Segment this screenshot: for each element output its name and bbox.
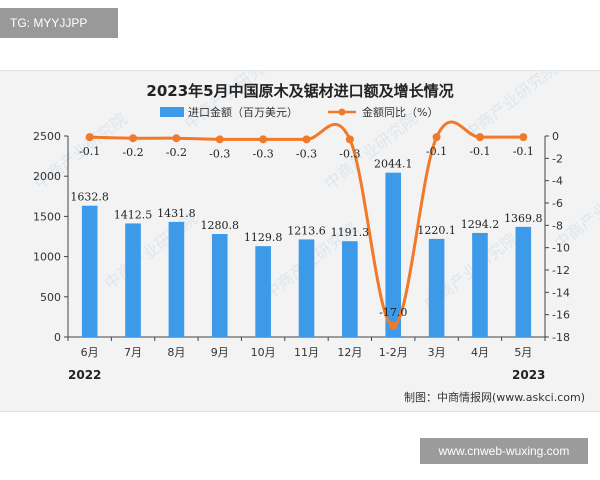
bar-value-label: 1129.8 [244, 231, 283, 244]
x-tick-label: 10月 [251, 346, 276, 359]
line-value-label: -0.1 [79, 145, 100, 158]
bar-value-label: 1632.8 [70, 191, 109, 204]
bar [472, 232, 488, 337]
y-left-tick-label: 1500 [33, 210, 61, 223]
bar-value-label: 1412.5 [114, 208, 153, 221]
line-point [389, 321, 398, 330]
x-tick-label: 6月 [81, 346, 99, 359]
bar-value-label: 1431.8 [157, 207, 196, 220]
bar [211, 234, 228, 337]
line-point [129, 134, 138, 143]
bar-value-label: 1220.1 [417, 224, 456, 237]
y-right-tick-label: -14 [552, 286, 570, 299]
bar-value-label: 2044.1 [374, 158, 413, 171]
line-point [259, 135, 268, 144]
line-point [475, 133, 484, 142]
line-value-label: -0.1 [426, 145, 447, 158]
line-series [85, 120, 528, 330]
x-tick-label: 7月 [124, 346, 142, 359]
line-point [172, 134, 181, 143]
y-right-tick-label: 0 [552, 130, 559, 143]
y-left-tick-label: 2500 [33, 130, 61, 143]
bar-value-label: 1280.8 [201, 219, 240, 232]
y-left-tick-label: 0 [54, 331, 61, 344]
line-point [519, 133, 528, 142]
x-tick-label: 1-2月 [379, 346, 408, 359]
bar-value-label: 1369.8 [504, 212, 543, 225]
line-value-label: -0.3 [296, 147, 317, 160]
bar [515, 226, 532, 337]
watermark-text: 中商产业研究院 [181, 70, 281, 133]
y-right-tick-label: -10 [552, 242, 570, 255]
tg-tag: TG: MYYJJPP [0, 8, 118, 38]
line-point [302, 135, 311, 144]
line-point [85, 133, 94, 142]
y-right-tick-label: -12 [552, 264, 570, 277]
x-tick-label: 4月 [471, 346, 489, 359]
line-value-label: -0.3 [339, 147, 360, 160]
chart-title: 2023年5月中国原木及锯材进口额及增长情况 [146, 82, 453, 100]
y-left-tick-label: 500 [40, 291, 61, 304]
legend: 进口金额（百万美元） 金额同比（%） [160, 105, 438, 119]
line-point [345, 135, 354, 144]
bar [255, 246, 271, 337]
x-tick-label: 9月 [211, 346, 229, 359]
data-labels: 1632.8 1412.5 1431.8 1280.8 1129.8 1213.6 1191… [70, 145, 542, 319]
line-value-label: -17.0 [379, 306, 407, 319]
legend-bar-swatch [160, 107, 184, 117]
y-left-tick-label: 2000 [33, 170, 61, 183]
bar [342, 241, 358, 337]
bar [428, 238, 445, 337]
bar [168, 221, 185, 337]
footer-site-badge: www.cnweb-wuxing.com [420, 438, 588, 464]
line-value-label: -0.1 [513, 145, 534, 158]
line-value-label: -0.1 [469, 145, 490, 158]
line-point [432, 133, 441, 142]
year-label-end: 2023 [512, 368, 545, 382]
line-value-label: -0.2 [122, 146, 143, 159]
y-right-tick-label: -4 [552, 175, 563, 188]
y-right-tick-label: -16 [552, 309, 570, 322]
line-value-label: -0.3 [209, 147, 230, 160]
y-right-tick-label: -8 [552, 219, 563, 232]
y-right-tick-label: -2 [552, 152, 563, 165]
bar-value-label: 1294.2 [461, 218, 500, 231]
watermark-text: 中商产业研究院 [321, 109, 421, 193]
x-tick-label: 3月 [428, 346, 446, 359]
axes: 0 500 1000 1500 2000 2500 0 -2 -4 -6 -8 -10 -12 -14 -1… [33, 130, 570, 359]
credit-text: 制图：中商情报网(www.askci.com) [404, 390, 585, 404]
bar [81, 205, 98, 337]
bar-value-label: 1191.3 [331, 226, 370, 239]
y-right-tick-label: -6 [552, 197, 563, 210]
y-left-tick-label: 1000 [33, 251, 61, 264]
watermark-text: 中商产业研究院 [101, 209, 201, 293]
x-tick-label: 11月 [294, 346, 319, 359]
legend-line-marker [338, 108, 346, 116]
bar [298, 239, 315, 337]
bar-value-label: 1213.6 [287, 224, 326, 237]
line-value-label: -0.3 [253, 147, 274, 160]
x-tick-label: 5月 [514, 346, 532, 359]
year-label-start: 2022 [68, 368, 101, 382]
x-tick-label: 8月 [167, 346, 185, 359]
bar [385, 172, 402, 337]
y-right-tick-label: -18 [552, 331, 570, 344]
line-point [215, 135, 224, 144]
bar [125, 223, 141, 337]
x-tick-label: 12月 [337, 346, 362, 359]
legend-line-label: 金额同比（%） [362, 105, 438, 119]
watermark-text: 中商产业研究院 [461, 70, 561, 143]
line-value-label: -0.2 [166, 146, 187, 159]
bars [81, 172, 532, 337]
legend-bar-label: 进口金额（百万美元） [188, 105, 298, 119]
